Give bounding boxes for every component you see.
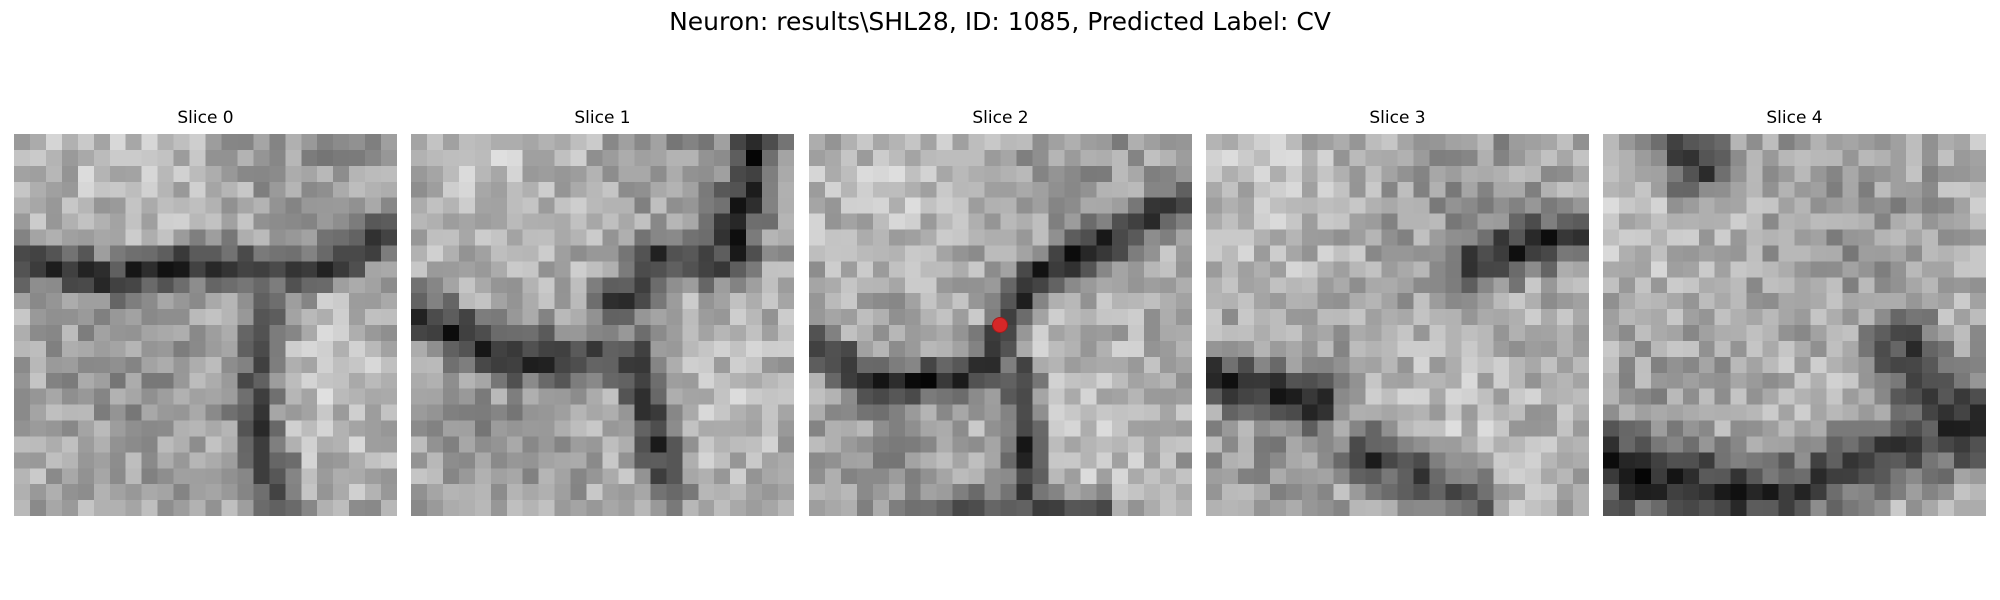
slice-panel-2: Slice 2: [809, 108, 1192, 516]
slice-panel-0: Slice 0: [14, 108, 397, 516]
slice-image-4: [1603, 134, 1986, 516]
slice-panel-4: Slice 4: [1603, 108, 1986, 516]
slice-label-0: Slice 0: [177, 108, 234, 128]
slice-panel-3: Slice 3: [1206, 108, 1589, 516]
slice-label-4: Slice 4: [1766, 108, 1823, 128]
slice-image-2: [809, 134, 1192, 516]
slice-panel-1: Slice 1: [411, 108, 794, 516]
figure-title: Neuron: results\SHL28, ID: 1085, Predict…: [669, 7, 1331, 36]
slice-label-3: Slice 3: [1369, 108, 1426, 128]
slice-image-0: [14, 134, 397, 516]
slice-label-1: Slice 1: [574, 108, 631, 128]
marker-dot-icon: [993, 318, 1007, 332]
slice-image-1: [411, 134, 794, 516]
slice-label-2: Slice 2: [972, 108, 1029, 128]
slice-image-3: [1206, 134, 1589, 516]
